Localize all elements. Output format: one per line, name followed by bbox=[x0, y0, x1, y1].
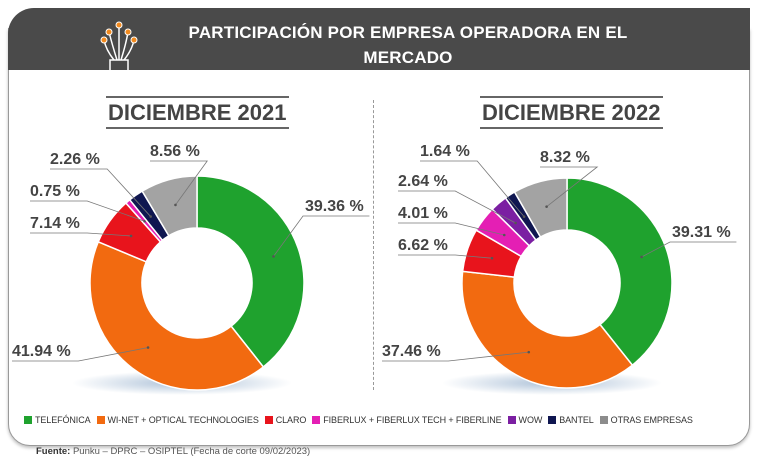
leader-dot bbox=[640, 255, 643, 259]
leader-line bbox=[641, 241, 737, 258]
legend-swatch bbox=[599, 416, 608, 424]
leader-dot bbox=[490, 256, 494, 260]
leader-dot bbox=[149, 215, 152, 218]
legend-swatch bbox=[24, 416, 32, 424]
data-label: 41.94 % bbox=[12, 343, 71, 360]
header-banner: PARTICIPACIÓN POR EMPRESA OPERADORA EN E… bbox=[8, 8, 750, 92]
legend-item: CLARO bbox=[264, 415, 307, 425]
title-line-1: PARTICIPACIÓN POR EMPRESA OPERADORA EN E… bbox=[188, 23, 628, 67]
data-label: 8.56 % bbox=[150, 143, 200, 160]
donut-slice bbox=[566, 177, 673, 367]
leader-line bbox=[30, 200, 145, 222]
leader-dot bbox=[527, 350, 531, 354]
legend-label: OTRAS EMPRESAS bbox=[610, 415, 693, 425]
legend-label: TELEFÓNICA bbox=[35, 415, 91, 425]
leader-line bbox=[50, 168, 151, 217]
legend-item: TELEFÓNICA bbox=[24, 415, 91, 425]
donut-slice bbox=[89, 240, 265, 391]
leader-dot bbox=[129, 234, 133, 238]
legend-label: WI-NET + OPTICAL TECHNOLOGIES bbox=[107, 415, 259, 425]
leader-line bbox=[420, 160, 525, 217]
leader-dot bbox=[143, 219, 146, 223]
legend-swatch bbox=[264, 416, 273, 424]
donut-slice bbox=[513, 177, 568, 239]
fiber-optic-icon bbox=[100, 21, 138, 74]
legend-item: WI-NET + OPTICAL TECHNOLOGIES bbox=[96, 415, 259, 425]
data-label: 2.26 % bbox=[50, 151, 100, 168]
leader-dot bbox=[522, 215, 526, 218]
data-label: 7.14 % bbox=[30, 215, 80, 232]
title-line-2: DE INTERNET FIJO CON FIBRA ÓPTICA EN LIM… bbox=[159, 73, 657, 92]
data-label: 1.64 % bbox=[420, 143, 470, 160]
legend-label: WOW bbox=[518, 415, 543, 425]
leader-dot bbox=[502, 233, 506, 237]
legend-swatch bbox=[96, 416, 105, 424]
leader-line bbox=[382, 351, 529, 362]
legend-swatch bbox=[548, 416, 557, 424]
data-label: 2.64 % bbox=[398, 173, 448, 190]
leader-line bbox=[398, 222, 505, 236]
chart-title-2022: DICIEMBRE 2022 bbox=[480, 96, 663, 129]
leader-line bbox=[273, 215, 370, 257]
leader-dot bbox=[146, 346, 150, 349]
leader-line bbox=[398, 254, 493, 259]
chart-title: PARTICIPACIÓN POR EMPRESA OPERADORA EN E… bbox=[148, 20, 668, 95]
data-label: 37.46 % bbox=[382, 343, 441, 360]
legend-item: OTRAS EMPRESAS bbox=[599, 415, 693, 425]
leader-dot bbox=[545, 205, 548, 208]
source-text: Punku – DPRC – OSIPTEL (Fecha de corte 0… bbox=[70, 446, 311, 457]
legend-item: BANTEL bbox=[548, 415, 594, 425]
data-label: 4.01 % bbox=[398, 205, 448, 222]
legend-label: BANTEL bbox=[559, 415, 594, 425]
leader-line bbox=[540, 166, 599, 207]
legend-label: FIBERLUX + FIBERLUX TECH + FIBERLINE bbox=[323, 415, 502, 425]
data-label: 6.62 % bbox=[398, 237, 448, 254]
donut-slice bbox=[461, 270, 634, 389]
leader-dot bbox=[174, 203, 177, 207]
leader-dot bbox=[272, 255, 275, 258]
donut-slice bbox=[141, 175, 198, 237]
source-note: Fuente: Punku – DPRC – OSIPTEL (Fecha de… bbox=[36, 446, 310, 457]
data-label: 39.36 % bbox=[305, 198, 364, 215]
legend: TELEFÓNICA WI-NET + OPTICAL TECHNOLOGIES C… bbox=[24, 415, 740, 425]
leader-line bbox=[12, 347, 149, 362]
leader-line bbox=[398, 190, 516, 224]
legend-item: WOW bbox=[507, 415, 543, 425]
legend-label: CLARO bbox=[275, 415, 307, 425]
legend-item: FIBERLUX + FIBERLUX TECH + FIBERLINE bbox=[312, 415, 502, 425]
data-label: 8.32 % bbox=[540, 149, 590, 166]
chart-title-2021: DICIEMBRE 2021 bbox=[106, 96, 289, 129]
data-label: 0.75 % bbox=[30, 183, 80, 200]
leader-line bbox=[30, 232, 132, 237]
legend-swatch bbox=[507, 416, 516, 424]
legend-swatch bbox=[312, 416, 321, 424]
data-label: 39.31 % bbox=[672, 224, 731, 241]
donut-slice bbox=[196, 175, 305, 369]
leader-line bbox=[150, 160, 208, 206]
leader-dot bbox=[514, 221, 517, 225]
source-label: Fuente: bbox=[36, 446, 71, 457]
divider bbox=[373, 100, 374, 390]
